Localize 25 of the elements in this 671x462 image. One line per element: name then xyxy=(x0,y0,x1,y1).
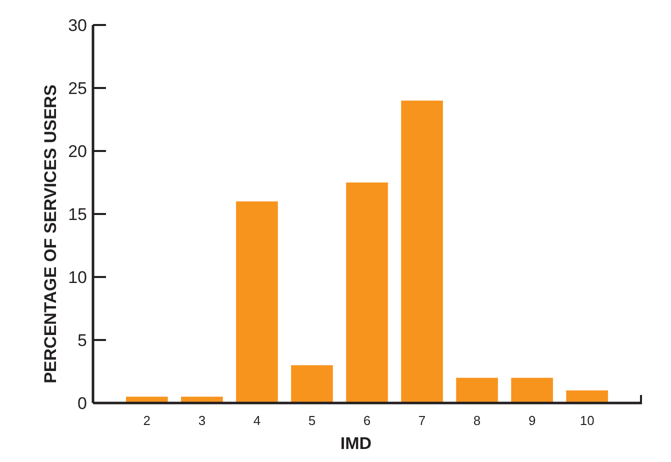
bar xyxy=(236,201,278,403)
x-tick-label: 5 xyxy=(308,413,316,428)
bar xyxy=(456,378,498,403)
y-axis-title: PERCENTAGE OF SERVICES USERS xyxy=(41,84,60,384)
x-tick-label: 8 xyxy=(473,413,481,428)
y-tick-label: 30 xyxy=(68,16,87,35)
y-tick-label: 0 xyxy=(78,394,87,413)
y-tick-label: 20 xyxy=(68,142,87,161)
y-tick-label: 5 xyxy=(78,330,87,350)
bar xyxy=(401,100,443,403)
x-tick-label: 9 xyxy=(528,413,536,428)
bar xyxy=(566,390,608,403)
x-tick-label: 4 xyxy=(253,413,261,428)
bar xyxy=(346,182,388,403)
x-tick-label: 3 xyxy=(198,413,206,428)
x-tick-label: 7 xyxy=(418,413,426,428)
bar xyxy=(291,365,333,403)
x-tick-label: 10 xyxy=(580,413,594,428)
y-tick-label: 10 xyxy=(68,268,87,287)
bar xyxy=(511,378,553,403)
y-tick-label: 15 xyxy=(68,204,87,224)
x-tick-label: 6 xyxy=(363,413,371,428)
x-tick-label: 2 xyxy=(143,413,151,428)
x-axis-title: IMD xyxy=(340,434,372,453)
y-tick-label: 25 xyxy=(68,78,87,98)
